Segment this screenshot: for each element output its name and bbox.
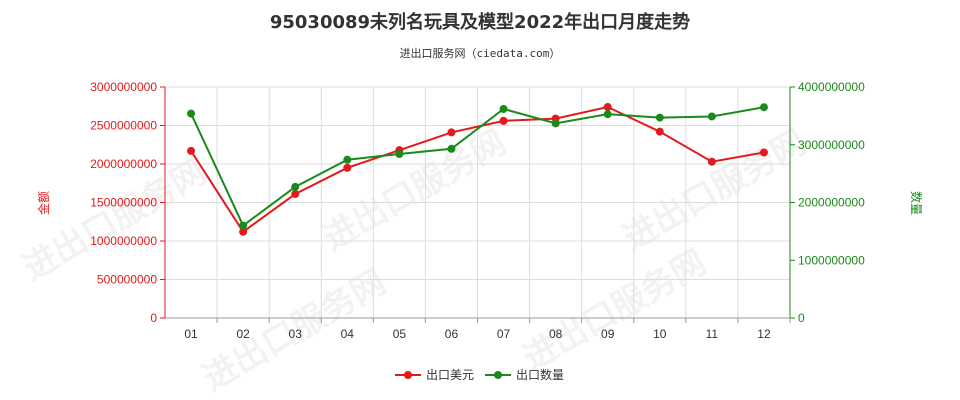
left-tick-label: 500000000 (97, 273, 157, 287)
right-axis-title: 数量 (909, 191, 924, 215)
data-point (499, 116, 508, 125)
data-point (499, 104, 508, 113)
x-tick-label: 01 (184, 327, 198, 341)
data-point (655, 127, 664, 136)
right-tick-label: 3000000000 (798, 138, 865, 152)
legend-swatch-marker (404, 371, 412, 379)
data-point (187, 109, 196, 118)
watermark-text: 进出口服务网 (516, 242, 713, 379)
left-tick-label: 3000000000 (90, 80, 157, 94)
x-tick-label: 11 (706, 327, 719, 341)
left-tick-label: 2500000000 (90, 119, 157, 133)
legend-label: 出口美元 (426, 368, 474, 382)
x-tick-label: 07 (497, 327, 511, 341)
data-point (343, 163, 352, 172)
watermark-text: 进出口服务网 (616, 122, 813, 259)
right-tick-label: 4000000000 (798, 80, 865, 94)
legend: 出口美元 出口数量 (395, 367, 564, 382)
data-point (447, 128, 456, 137)
legend-label: 出口数量 (516, 367, 564, 382)
series-lines (187, 103, 768, 236)
right-tick-label: 1000000000 (798, 253, 865, 267)
data-point (239, 221, 248, 230)
right-tick-label: 2000000000 (798, 196, 865, 210)
data-point (239, 227, 248, 236)
x-tick-label: 12 (757, 327, 771, 341)
left-tick-label: 1000000000 (90, 234, 157, 248)
legend-swatch-marker (494, 371, 502, 379)
left-tick-label: 0 (150, 311, 157, 325)
data-point (291, 182, 300, 191)
x-tick-label: 03 (289, 327, 303, 341)
x-tick-label: 05 (393, 327, 407, 341)
left-tick-label: 1500000000 (90, 196, 157, 210)
watermark-text: 进出口服务网 (316, 122, 513, 259)
data-point (343, 155, 352, 164)
data-point (655, 113, 664, 122)
x-tick-label: 10 (653, 327, 667, 341)
right-tick-label: 0 (798, 311, 805, 325)
data-point (291, 190, 300, 199)
x-tick-label: 04 (341, 327, 355, 341)
data-point (447, 144, 456, 153)
data-point (759, 148, 768, 157)
x-tick-label: 02 (236, 327, 250, 341)
left-axis-title: 金额 (36, 191, 51, 215)
watermark-text: 进出口服务网 (16, 152, 213, 289)
data-point (707, 112, 716, 121)
data-point (395, 149, 404, 158)
data-point (759, 103, 768, 112)
axes: 0 500000000 1000000000 1500000000 2000000000… (36, 80, 924, 341)
data-point (551, 119, 560, 128)
x-tick-label: 09 (601, 327, 615, 341)
data-point (603, 110, 612, 119)
data-point (187, 146, 196, 155)
series-line (190, 106, 765, 228)
data-point (707, 157, 716, 166)
data-point (603, 103, 612, 112)
series-line (190, 105, 765, 234)
chart-subtitle: 进出口服务网（ciedata.com） (399, 47, 561, 60)
chart-title: 95030089未列名玩具及模型2022年出口月度走势 (269, 12, 691, 33)
left-tick-label: 2000000000 (90, 157, 157, 171)
x-tick-label: 06 (445, 327, 459, 341)
x-tick-label: 08 (549, 327, 563, 341)
